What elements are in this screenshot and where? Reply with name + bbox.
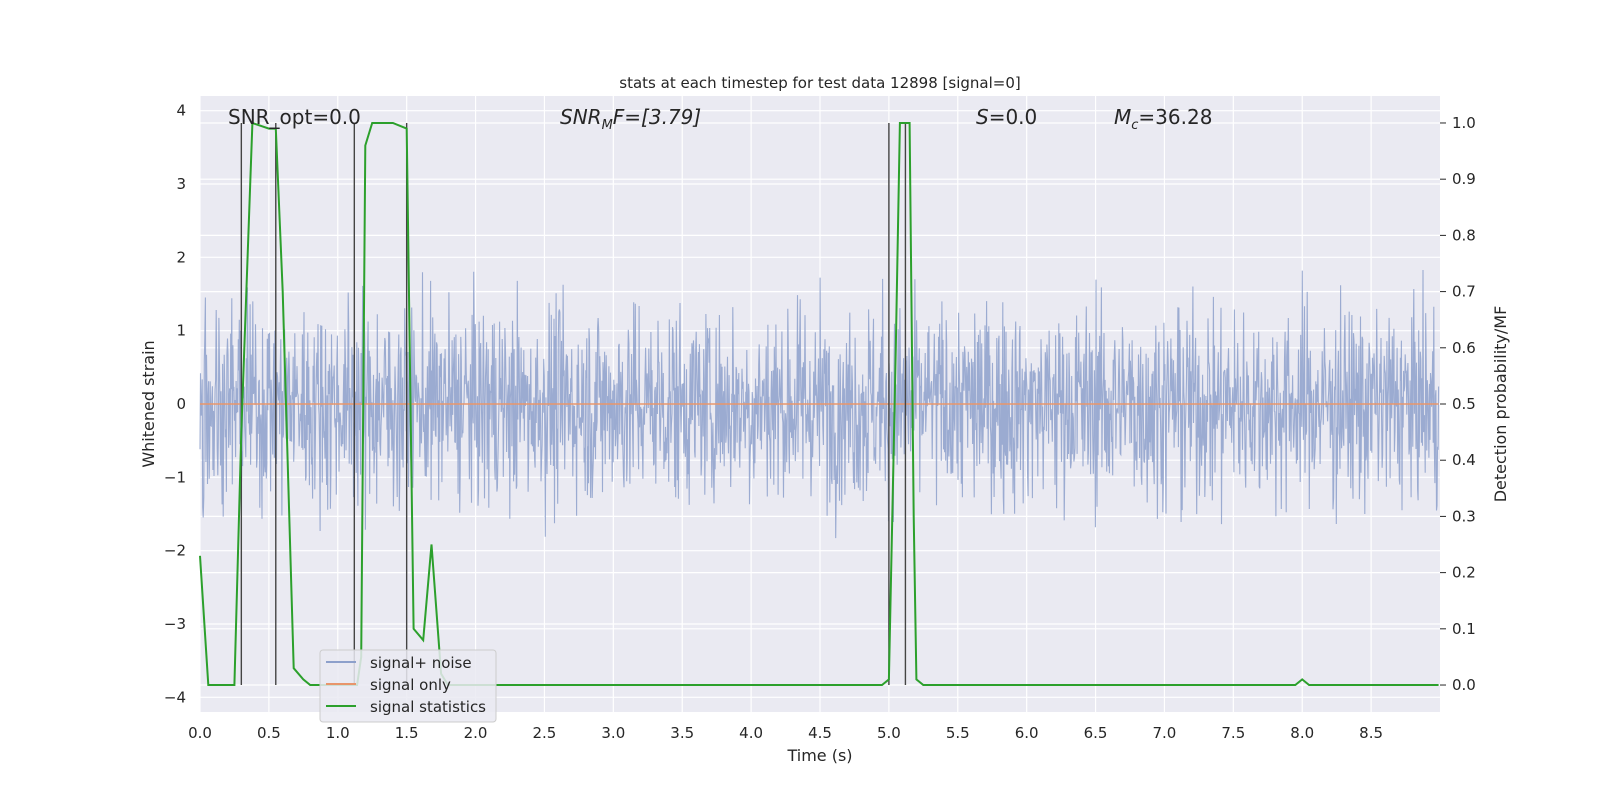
legend-label-signal-noise: signal+ noise (370, 654, 472, 672)
snr-mf-suffix: F=[3.79] (613, 105, 701, 129)
y-tick-label-right: 0.1 (1452, 620, 1476, 638)
x-tick-label: 0.0 (188, 724, 212, 742)
y-tick-label-left: −2 (164, 542, 186, 560)
y-tick-label-right: 0.5 (1452, 395, 1476, 413)
y-tick-label-right: 0.4 (1452, 451, 1476, 469)
s-italic: S (976, 105, 989, 129)
x-axis-label: Time (s) (786, 746, 852, 765)
y-tick-label-right: 0.9 (1452, 170, 1476, 188)
s-value: =0.0 (989, 105, 1038, 129)
y-tick-label-left: −4 (164, 688, 186, 706)
y-tick-label-right: 0.0 (1452, 676, 1476, 694)
x-tick-label: 6.5 (1084, 724, 1108, 742)
snr-mf-sub: M (602, 118, 613, 133)
x-tick-label: 2.5 (533, 724, 557, 742)
y-tick-label-left: 3 (176, 175, 186, 193)
y-tick-label-left: −3 (164, 615, 186, 633)
y-tick-label-right: 0.2 (1452, 564, 1476, 582)
mc-value: =36.28 (1138, 105, 1212, 129)
legend: signal+ noise signal only signal statist… (319, 649, 497, 723)
mc-sub: c (1131, 118, 1138, 133)
y-tick-labels-left: 4 3 2 1 0 −1 −2 −3 −4 (164, 102, 186, 707)
y-tick-label-right: 0.7 (1452, 283, 1476, 301)
x-tick-label: 5.0 (877, 724, 901, 742)
y-tick-label-left: −1 (164, 468, 186, 486)
x-tick-label: 4.5 (808, 724, 832, 742)
x-tick-label: 1.0 (326, 724, 350, 742)
x-tick-label: 4.0 (739, 724, 763, 742)
legend-label-signal-only: signal only (370, 676, 451, 694)
y-axis-label-left: Whitened strain (139, 340, 158, 467)
x-tick-labels: 0.0 0.5 1.0 1.5 2.0 2.5 3.0 3.5 4.0 4.5 5.0 5.5 6.0 6… (188, 724, 1383, 742)
x-tick-label: 3.0 (601, 724, 625, 742)
y-tick-label-right: 0.3 (1452, 507, 1476, 525)
x-tick-label: 2.0 (464, 724, 488, 742)
x-tick-label: 0.5 (257, 724, 281, 742)
annotation-snr-opt: SNR_opt=0.0 (228, 105, 361, 129)
legend-box (319, 649, 497, 723)
y-tick-label-right: 0.8 (1452, 226, 1476, 244)
y-axis-label-right: Detection probability/MF (1491, 306, 1510, 503)
annotation-snr-mf: SNRMF=[3.79] (560, 105, 701, 133)
y-tick-label-left: 4 (176, 102, 186, 120)
chart-title: stats at each timestep for test data 128… (619, 74, 1020, 92)
legend-label-signal-statistics: signal statistics (370, 698, 486, 716)
x-tick-label: 8.5 (1359, 724, 1383, 742)
mc-italic: M (1114, 105, 1131, 129)
annotation-mc: Mc=36.28 (1114, 105, 1212, 133)
y-tick-label-left: 2 (176, 248, 186, 266)
x-tick-label: 6.0 (1015, 724, 1039, 742)
y-tick-labels-right: 1.0 0.9 0.8 0.7 0.6 0.5 0.4 0.3 0.2 0.1 0.0 (1440, 114, 1476, 694)
x-tick-label: 5.5 (946, 724, 970, 742)
y-tick-label-left: 0 (176, 395, 186, 413)
x-tick-label: 3.5 (670, 724, 694, 742)
series-signal-statistics (199, 121, 1439, 686)
y-tick-label-left: 1 (176, 322, 186, 340)
x-tick-label: 8.0 (1290, 724, 1314, 742)
signal-statistics-line (199, 121, 1439, 686)
x-tick-label: 7.0 (1153, 724, 1177, 742)
x-tick-label: 1.5 (395, 724, 419, 742)
snr-mf-prefix: SNR (560, 105, 602, 129)
x-tick-label: 7.5 (1221, 724, 1245, 742)
annotation-s: S=0.0 (976, 105, 1037, 129)
y-tick-label-right: 0.6 (1452, 339, 1476, 357)
y-tick-label-right: 1.0 (1452, 114, 1476, 132)
